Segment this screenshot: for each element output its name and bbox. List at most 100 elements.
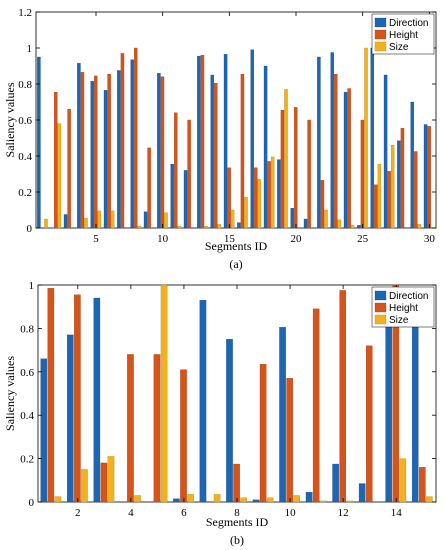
chart0-axes-frame (35, 11, 437, 229)
chart0-ytick-label: 0.2 (18, 187, 32, 199)
chart0-bar-direction-11 (170, 163, 174, 229)
chart1-bar-height-13 (365, 345, 373, 503)
chart1-bar-size-9 (266, 497, 274, 503)
chart1-xtick-label: 14 (391, 507, 403, 519)
chart1-bar-direction-6 (173, 498, 180, 503)
chart0-bar-direction-27 (383, 74, 388, 229)
chart0-legend-swatch-direction (374, 17, 387, 28)
chart1-bar-size-7 (213, 494, 221, 503)
chart1-xtick-label: 10 (285, 507, 297, 519)
chart1-bar-height-1 (47, 288, 55, 503)
chart0-bar-direction-24 (343, 91, 348, 229)
chart1-bar-height-12 (339, 290, 346, 503)
chart1-xtick-label: 12 (338, 507, 349, 519)
chart0-bar-height-17 (254, 167, 258, 229)
chart0-bar-direction-12 (183, 170, 188, 229)
chart1-bar-size-2 (81, 469, 88, 503)
chart0-ytick-label: 1 (27, 43, 33, 55)
chart0-bar-size-25 (364, 47, 368, 229)
chart0-bar-height-12 (187, 119, 191, 229)
chart1-bar-direction-1 (40, 358, 48, 503)
chart0-bar-height-24 (347, 88, 351, 229)
chart1-bar-height-4 (127, 354, 134, 503)
chart0-caption: (a) (229, 257, 242, 271)
chart0-bar-size-18 (270, 156, 275, 229)
chart0-bar-height-14 (214, 82, 218, 229)
chart1-legend-swatch-direction (374, 290, 387, 301)
chart1-bar-direction-13 (358, 483, 366, 503)
chart1-caption: (b) (230, 533, 244, 547)
chart0-bar-height-2 (54, 91, 58, 229)
chart1-bar-height-5 (153, 354, 161, 503)
chart1-ytick-label: 0.4 (20, 410, 34, 422)
chart0-bar-height-16 (240, 73, 245, 229)
chart0-bar-size-5 (97, 210, 102, 229)
chart0-bar-height-4 (80, 72, 85, 229)
chart1-bar-height-10 (286, 378, 293, 503)
chart1-bar-size-5 (160, 284, 168, 503)
chart1-legend-swatch-height (374, 302, 387, 313)
chart0-bar-size-6 (110, 210, 115, 229)
chart0-bar-direction-14 (210, 74, 214, 229)
chart1-ytick-label: 0 (29, 497, 35, 509)
chart1-bar-size-11 (319, 500, 327, 503)
chart1-bar-size-4 (134, 495, 141, 503)
chart0-legend-label-direction: Direction (389, 18, 428, 29)
chart0-bar-height-26 (374, 184, 378, 229)
chart0-bar-direction-29 (410, 101, 414, 229)
chart0-bar-size-16 (244, 197, 248, 229)
chart0-bar-height-11 (174, 112, 178, 229)
chart1-bar-size-3 (107, 456, 115, 503)
chart1-xtick-label: 4 (128, 507, 134, 519)
chart0-bar-size-23 (337, 219, 342, 229)
chart0-bar-size-11 (177, 226, 182, 229)
chart0-bar-direction-18 (263, 65, 268, 229)
chart0-bar-direction-5 (90, 81, 94, 229)
chart0-bar-height-5 (94, 75, 98, 229)
chart0-legend-label-height: Height (389, 30, 418, 41)
chart0-x-axis-label: Segments ID (205, 239, 268, 253)
chart0-bar-size-19 (284, 89, 288, 229)
chart1-bar-direction-9 (252, 499, 260, 503)
chart0-bar-height-3 (67, 109, 71, 229)
chart0-xtick-label: 15 (224, 233, 236, 245)
chart0-ytick-label: 0.4 (18, 151, 32, 163)
chart0-legend-swatch-height (374, 29, 387, 40)
chart1-legend-label-height: Height (389, 303, 418, 314)
chart1-bar-size-6 (187, 494, 194, 503)
chart1-bar-height-14 (392, 284, 400, 503)
chart1-bar-height-6 (180, 369, 187, 503)
chart0-xtick-label: 10 (157, 233, 169, 245)
chart0-bar-direction-8 (130, 59, 134, 229)
chart0-bar-height-15 (227, 167, 231, 229)
chart0-bar-height-18 (267, 161, 271, 229)
chart1-bar-direction-2 (67, 334, 74, 503)
chart0-bar-height-7 (120, 53, 125, 229)
chart0-ytick-label: 1.2 (18, 7, 32, 19)
chart0-bar-direction-23 (330, 52, 334, 229)
chart0-bar-height-19 (280, 109, 285, 229)
chart0-bar-height-22 (320, 180, 325, 229)
chart0-bar-size-17 (257, 179, 262, 229)
chart0-bar-direction-30 (423, 124, 428, 229)
chart0-bar-direction-26 (370, 47, 374, 229)
chart0-bar-direction-10 (157, 73, 161, 229)
chart0-legend-label-size: Size (389, 42, 409, 53)
chart1-bar-size-14 (399, 458, 407, 503)
chart0-bar-height-20 (294, 107, 298, 229)
chart0-bar-height-23 (334, 73, 338, 229)
chart0-bar-direction-15 (223, 54, 228, 229)
chart0-bar-direction-28 (397, 140, 401, 229)
chart0-bar-direction-4 (77, 63, 81, 229)
chart0-xtick-label: 5 (93, 233, 99, 245)
chart1-bar-direction-7 (199, 300, 207, 503)
chart0-bar-direction-20 (290, 208, 294, 229)
chart1-bar-size-12 (346, 500, 354, 503)
chart0-bar-direction-22 (317, 56, 321, 229)
chart0-bar-size-2 (57, 123, 62, 229)
chart0-bar-height-30 (427, 126, 431, 229)
chart0-bar-direction-1 (37, 56, 41, 229)
